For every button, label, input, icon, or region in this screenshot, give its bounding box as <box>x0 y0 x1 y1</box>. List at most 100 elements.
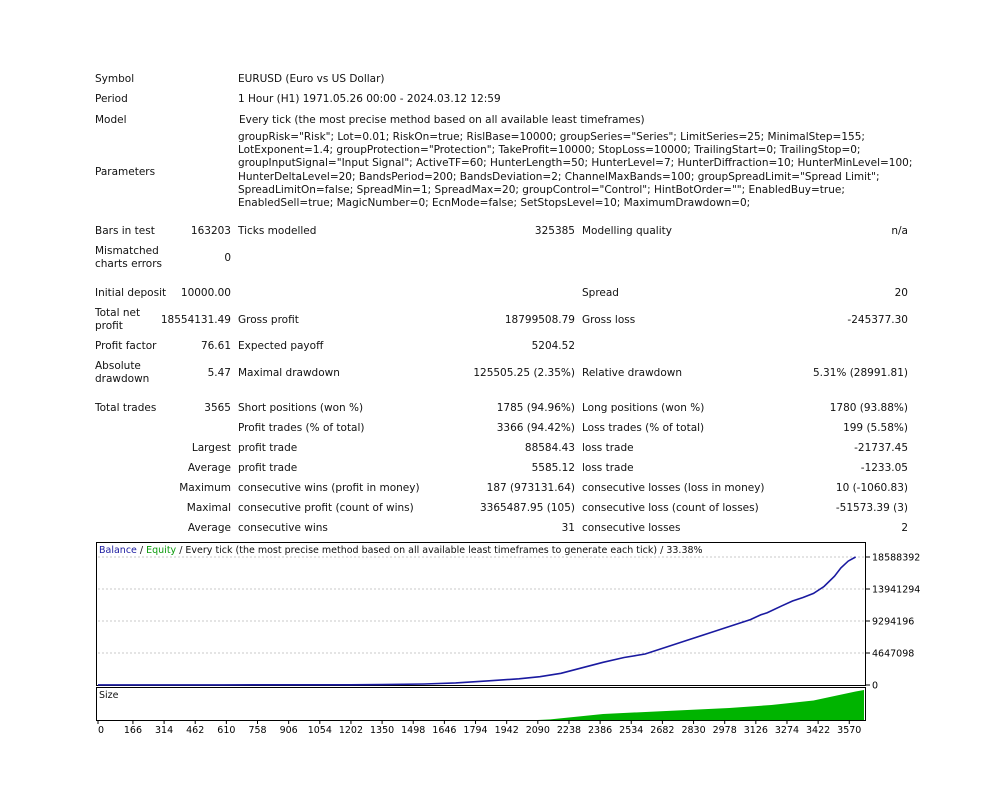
ltrades-label: Loss trades (% of total) <box>582 422 705 434</box>
spread-value: 20 <box>894 287 908 299</box>
balance-line <box>98 556 856 686</box>
ticks-value: 325385 <box>534 225 575 237</box>
maximal-label: Maximal <box>186 502 231 514</box>
chart-legend: Balance / Equity / Every tick (the most … <box>99 545 703 556</box>
x-tick-label: 1794 <box>463 725 487 736</box>
size-chart-frame <box>96 687 866 721</box>
avg-wins-value: 31 <box>561 522 575 534</box>
average-loss-label: loss trade <box>582 462 634 474</box>
y-tick-label: 0 <box>872 681 878 692</box>
absdd-value: 5.47 <box>207 367 231 379</box>
netprofit-label: Total net profit <box>95 307 141 332</box>
grossloss-value: -245377.30 <box>847 314 908 326</box>
x-tick-label: 462 <box>186 725 204 736</box>
x-tick-label: 166 <box>124 725 142 736</box>
ticks-label: Ticks modelled <box>238 225 317 237</box>
symbol-value: EURUSD (Euro vs US Dollar) <box>238 73 385 85</box>
quality-value: n/a <box>891 225 908 237</box>
legend-sep: / <box>136 545 147 556</box>
quality-label: Modelling quality <box>582 225 672 237</box>
long-label: Long positions (won %) <box>582 402 705 414</box>
model-value: Every tick (the most precise method base… <box>239 114 645 126</box>
legend-equity: Equity <box>146 545 177 556</box>
ltrades-value: 199 (5.58%) <box>843 422 908 434</box>
x-tick-label: 2386 <box>588 725 612 736</box>
maximal-profit-label: consecutive profit (count of wins) <box>238 502 414 514</box>
average-label: Average <box>187 462 231 474</box>
x-tick-label: 610 <box>217 725 235 736</box>
bars-label: Bars in test <box>95 225 155 237</box>
period-value: 1 Hour (H1) 1971.05.26 00:00 - 2024.03.1… <box>238 93 501 105</box>
x-tick-label: 314 <box>155 725 173 736</box>
y-tick-label: 9294196 <box>872 617 914 628</box>
model-label: Model <box>95 114 127 126</box>
deposit-label: Initial deposit <box>95 287 167 299</box>
x-tick-label: 906 <box>280 725 298 736</box>
x-tick-label: 0 <box>98 725 104 736</box>
max-losses-label: consecutive losses (loss in money) <box>582 482 765 494</box>
average-profit-value: 5585.12 <box>531 462 575 474</box>
ptrades-value: 3366 (94.42%) <box>496 422 575 434</box>
spread-label: Spread <box>582 287 619 299</box>
bars-value: 163203 <box>190 225 231 237</box>
trades-value: 3565 <box>204 402 231 414</box>
x-tick-label: 2090 <box>526 725 550 736</box>
parameters-value: groupRisk="Risk"; Lot=0.01; RiskOn=true;… <box>238 131 913 210</box>
mismatch-value: 0 <box>224 252 231 264</box>
payoff-value: 5204.52 <box>531 340 575 352</box>
x-tick-label: 3274 <box>775 725 799 736</box>
size-label: Size <box>99 690 119 701</box>
grossprofit-value: 18799508.79 <box>504 314 575 326</box>
maxdd-label: Maximal drawdown <box>238 367 340 379</box>
x-tick-label: 3422 <box>806 725 830 736</box>
average-loss-value: -1233.05 <box>860 462 908 474</box>
x-tick-label: 1646 <box>432 725 456 736</box>
x-tick-label: 1202 <box>339 725 363 736</box>
largest-profit-value: 88584.43 <box>524 442 575 454</box>
y-tick-label: 4647098 <box>872 649 914 660</box>
mismatch-label: Mismatched charts errors <box>95 245 162 270</box>
reldd-label: Relative drawdown <box>582 367 683 379</box>
grossloss-label: Gross loss <box>582 314 636 326</box>
grossprofit-label: Gross profit <box>238 314 299 326</box>
average-profit-label: profit trade <box>238 462 298 474</box>
pf-value: 76.61 <box>200 340 231 352</box>
largest-label: Largest <box>191 442 231 454</box>
avg-wins-label: consecutive wins <box>238 522 328 534</box>
short-label: Short positions (won %) <box>238 402 364 414</box>
x-tick-label: 2238 <box>557 725 581 736</box>
absdd-label: Absolute drawdown <box>95 360 150 385</box>
x-tick-label: 3570 <box>837 725 861 736</box>
x-tick-label: 2830 <box>681 725 705 736</box>
netprofit-value: 18554131.49 <box>160 314 231 326</box>
symbol-label: Symbol <box>95 73 135 85</box>
maximal-profit-value: 3365487.95 (105) <box>479 502 575 514</box>
max-wins-label: consecutive wins (profit in money) <box>238 482 420 494</box>
max-losses-value: 10 (-1060.83) <box>835 482 908 494</box>
payoff-label: Expected payoff <box>238 340 324 352</box>
period-label: Period <box>95 93 128 105</box>
short-value: 1785 (94.96%) <box>496 402 575 414</box>
balance-chart-frame <box>96 542 866 686</box>
x-tick-label: 3126 <box>744 725 768 736</box>
largest-loss-value: -21737.45 <box>854 442 908 454</box>
x-tick-label: 1054 <box>308 725 332 736</box>
legend-rest: / Every tick (the most precise method ba… <box>176 545 703 556</box>
y-tick-label: 13941294 <box>872 585 920 596</box>
x-tick-label: 2534 <box>619 725 643 736</box>
largest-loss-label: loss trade <box>582 442 634 454</box>
size-area <box>98 690 864 720</box>
y-tick-label: 18588392 <box>872 553 920 564</box>
ptrades-label: Profit trades (% of total) <box>238 422 365 434</box>
pf-label: Profit factor <box>95 340 157 352</box>
deposit-value: 10000.00 <box>180 287 231 299</box>
parameters-label: Parameters <box>95 166 156 178</box>
max-wins-value: 187 (973131.64) <box>486 482 575 494</box>
trades-label: Total trades <box>95 402 157 414</box>
long-value: 1780 (93.88%) <box>829 402 908 414</box>
maxdd-value: 125505.25 (2.35%) <box>473 367 575 379</box>
largest-profit-label: profit trade <box>238 442 298 454</box>
x-tick-label: 758 <box>248 725 266 736</box>
avg-losses-value: 2 <box>901 522 908 534</box>
